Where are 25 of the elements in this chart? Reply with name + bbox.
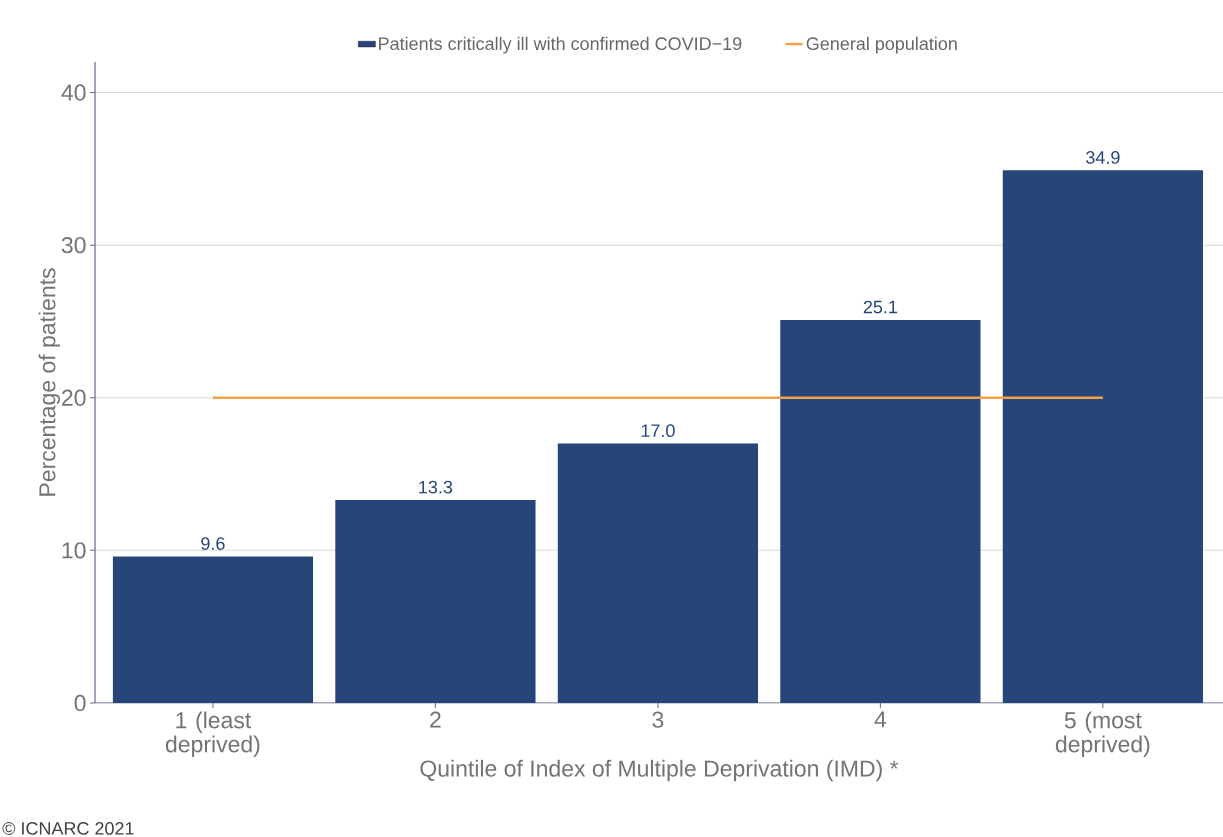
y-axis-title: Percentage of patients — [38, 268, 61, 496]
y-tick-label: 10 — [62, 542, 86, 559]
y-tick-label: 30 — [61, 236, 86, 254]
x-tick-label: 1 (least deprived) — [165, 711, 260, 757]
x-tick-label: 4 — [874, 711, 887, 728]
bar — [557, 443, 759, 703]
bar — [112, 556, 314, 703]
data-label: 17.0 — [641, 424, 675, 437]
y-tick-label: 20 — [62, 389, 86, 406]
data-label: 34.9 — [1086, 151, 1120, 164]
data-label: 9.6 — [201, 537, 225, 550]
x-tick-label: 3 — [652, 711, 664, 728]
x-tick-label: 5 (most deprived) — [1055, 711, 1150, 757]
y-tick-label: 40 — [61, 84, 86, 101]
x-tick-label: 2 — [430, 711, 441, 728]
bar — [335, 500, 536, 703]
x-axis-title: Quintile of Index of Multiple Deprivation (IMD) * — [420, 759, 899, 782]
data-label: 13.3 — [419, 480, 453, 494]
data-label: 25.1 — [863, 300, 898, 314]
text: © ICNARC 2021 — [2, 822, 134, 835]
bar — [780, 319, 981, 703]
legend-label: Patients critically ill with confirmed COVID−19 — [379, 36, 742, 54]
bar — [1002, 170, 1203, 703]
y-tick-label: 0 — [74, 694, 86, 712]
legend-label: General population — [806, 36, 957, 54]
